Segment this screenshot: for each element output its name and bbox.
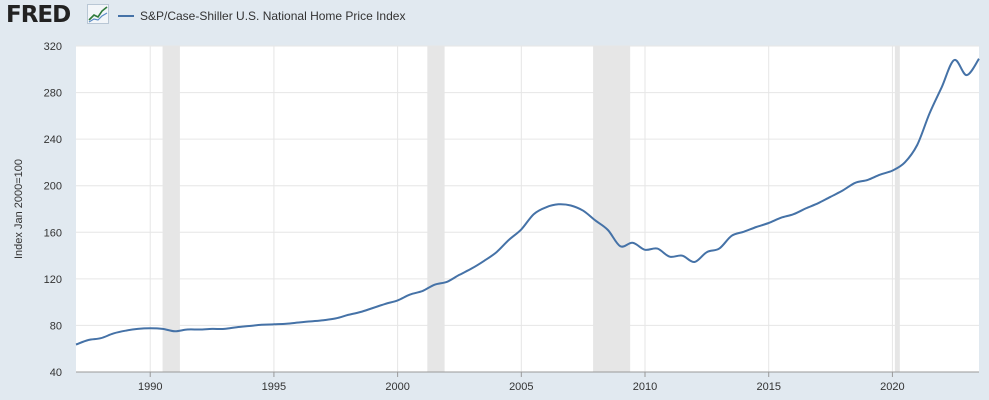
y-axis-title: Index Jan 2000=100 xyxy=(13,159,25,259)
recession-band xyxy=(894,46,900,372)
recession-bands xyxy=(162,46,900,372)
x-tick-label: 2020 xyxy=(880,381,904,393)
x-tick-label: 2010 xyxy=(633,381,657,393)
y-tick-label: 240 xyxy=(44,134,62,146)
trend-line-icon xyxy=(87,4,109,29)
y-tick-label: 280 xyxy=(44,88,62,100)
plot-area xyxy=(76,46,979,372)
legend-label: S&P/Case-Shiller U.S. National Home Pric… xyxy=(140,9,406,23)
x-tick-label: 2005 xyxy=(509,381,533,393)
x-tick-label: 1990 xyxy=(138,381,162,393)
recession-band xyxy=(162,46,180,372)
y-tick-label: 120 xyxy=(44,274,62,286)
fred-logo[interactable]: FRED xyxy=(6,2,71,28)
chart-header: FRED S&P/Case-Shiller U.S. National Home… xyxy=(0,0,989,36)
x-tick-label: 2015 xyxy=(756,381,780,393)
y-axis-ticks: 40 80 120 160 200 240 280 320 xyxy=(44,41,62,379)
y-tick-label: 320 xyxy=(44,41,62,53)
legend-swatch xyxy=(118,15,134,17)
y-tick-label: 40 xyxy=(50,367,62,379)
x-tick-label: 2000 xyxy=(385,381,409,393)
y-tick-label: 200 xyxy=(44,181,62,193)
y-tick-label: 160 xyxy=(44,227,62,239)
y-tick-label: 80 xyxy=(50,320,62,332)
x-tick-label: 1995 xyxy=(262,381,286,393)
series-layer xyxy=(75,58,980,346)
series-line-home-price-index xyxy=(75,58,980,346)
x-axis-ticks: 1990 1995 2000 2005 2010 2015 2020 xyxy=(76,371,979,393)
recession-band xyxy=(593,46,631,372)
chart-legend[interactable]: S&P/Case-Shiller U.S. National Home Pric… xyxy=(118,8,405,24)
recession-band xyxy=(427,46,445,372)
